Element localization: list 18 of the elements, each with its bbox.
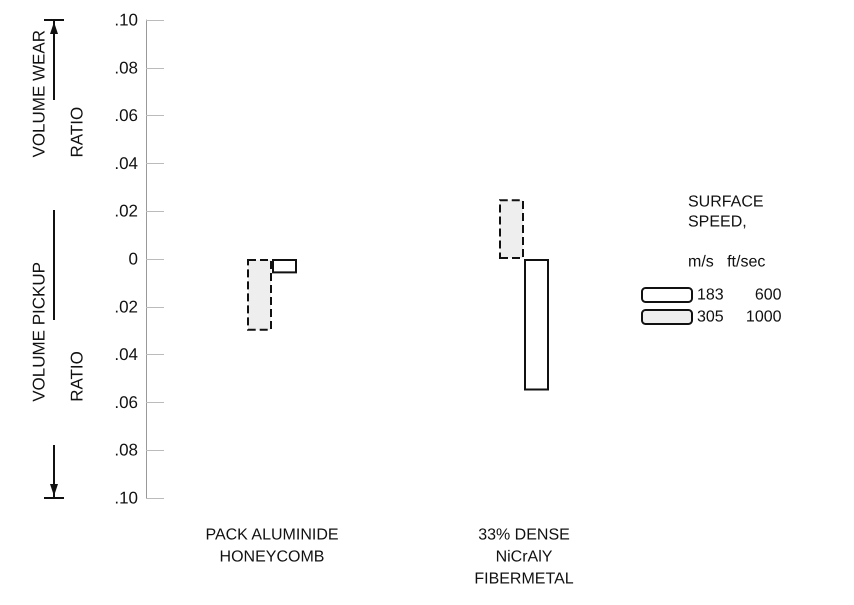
text: SURFACE SPEED, m/s ft/sec xyxy=(688,194,766,270)
y-tick-label: .08 xyxy=(114,58,138,78)
legend-label: 305 1000 xyxy=(697,308,782,326)
legend-label: 183 600 xyxy=(697,286,782,304)
text: VOLUME WEAR RATIO xyxy=(30,30,86,158)
y-tick-label: .02 xyxy=(114,297,138,316)
y-tick-label: .06 xyxy=(114,106,138,126)
y-tick-label: .08 xyxy=(114,440,138,460)
y-tick-label: .02 xyxy=(114,202,138,221)
x-tick-label: 33% DENSE NiCrAlY FIBERMETAL xyxy=(474,526,574,588)
x-tick-label: PACK ALUMINIDE HONEYCOMB xyxy=(205,526,339,566)
y-tick-label: .04 xyxy=(114,154,138,173)
y-tick-label: .04 xyxy=(114,345,138,364)
text: VOLUME PICKUP RATIO xyxy=(30,262,86,402)
y-tick-label: 0 xyxy=(128,250,138,268)
y-tick-label: .10 xyxy=(114,10,138,30)
y-tick-label: .10 xyxy=(114,488,138,508)
y-tick-label: .06 xyxy=(114,392,138,412)
